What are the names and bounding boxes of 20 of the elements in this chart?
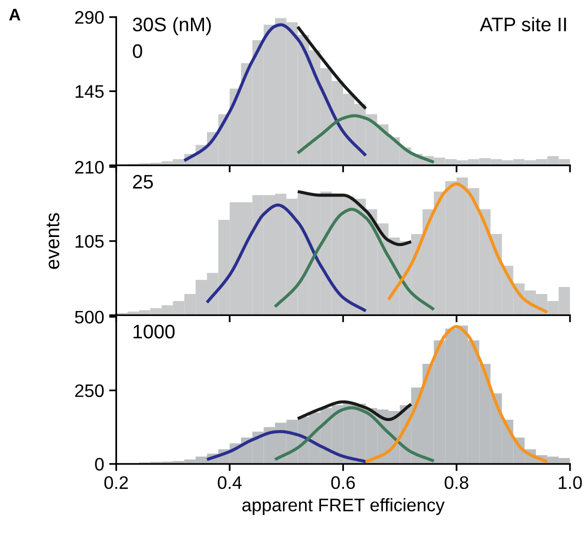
x-tick-label: 0.6: [331, 476, 355, 490]
y-tick-label: 210: [75, 160, 104, 174]
x-tick-label: 0.8: [444, 476, 468, 490]
annotation: 1000: [134, 324, 175, 338]
y-tick-label: 0: [95, 458, 104, 471]
y-tick-label: 145: [76, 85, 104, 98]
x-tick-label: 1.0: [558, 476, 582, 490]
annotation: 30S (nM): [132, 17, 211, 36]
annotation: 0: [132, 44, 142, 58]
x-axis-title: apparent FRET efficiency: [242, 498, 445, 515]
x-tick-label: 0.2: [104, 476, 128, 490]
y-tick-label: 290: [75, 11, 104, 24]
annotation: 25: [133, 174, 153, 189]
y-tick-label: 500: [75, 310, 104, 324]
y-tick-label: 105: [76, 234, 104, 248]
y-axis-title: events: [46, 213, 60, 269]
annotation: ATP site II: [480, 17, 566, 32]
y-tick-label: 250: [75, 384, 104, 398]
text: A: [9, 8, 20, 20]
x-tick-label: 0.4: [218, 476, 242, 490]
